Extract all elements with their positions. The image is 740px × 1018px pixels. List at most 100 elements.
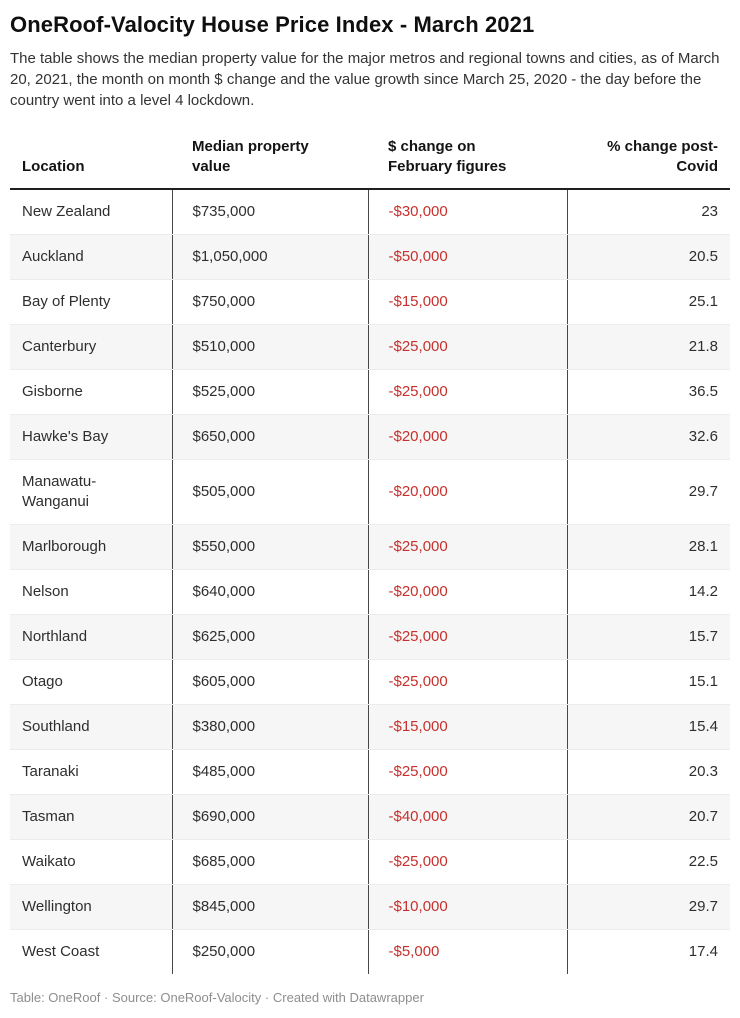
location-cell: Marlborough xyxy=(10,524,172,570)
percent-change-cell: 15.4 xyxy=(566,704,730,750)
dollar-change-cell: -$50,000 xyxy=(367,234,567,280)
table-row: Wellington $845,000 -$10,000 29.7 xyxy=(10,884,730,930)
location-cell: Wellington xyxy=(10,884,172,930)
column-header-median-value: Median property value xyxy=(172,137,368,190)
percent-change-cell: 36.5 xyxy=(566,369,730,415)
location-cell: West Coast xyxy=(22,943,100,960)
location-cell: Manawatu-Wanganui xyxy=(10,459,172,525)
percent-change-cell: 28.1 xyxy=(566,524,730,570)
dollar-change-cell: -$5,000 xyxy=(367,929,567,974)
table-row: West Coast $250,000 -$5,000 17.4 xyxy=(10,929,730,974)
column-header-percent-change: % change post-Covid xyxy=(567,137,730,190)
table-row: Tasman $690,000 -$40,000 20.7 xyxy=(10,794,730,840)
percent-change-cell: 21.8 xyxy=(566,324,730,370)
table-row: Marlborough $550,000 -$25,000 28.1 xyxy=(10,524,730,570)
median-value-cell: $735,000 xyxy=(171,189,368,235)
column-header-location: Location xyxy=(10,137,172,190)
dollar-change-cell: -$20,000 xyxy=(367,459,567,525)
dollar-change-cell: -$25,000 xyxy=(367,524,567,570)
chart-footer: Table: OneRoof · Source: OneRoof-Valocit… xyxy=(10,990,730,1005)
percent-change-cell: 20.5 xyxy=(566,234,730,280)
median-value-cell: $550,000 xyxy=(171,524,368,570)
location-cell: Bay of Plenty xyxy=(10,279,172,325)
median-value-cell: $485,000 xyxy=(171,749,368,795)
location-cell: Otago xyxy=(10,659,172,705)
created-with-datawrapper-link[interactable]: Created with Datawrapper xyxy=(272,990,424,1005)
percent-change-cell: 22.5 xyxy=(566,839,730,885)
location-cell: Tasman xyxy=(10,794,172,840)
location-cell: Gisborne xyxy=(10,369,172,415)
median-value-cell: $380,000 xyxy=(171,704,368,750)
location-cell: Southland xyxy=(10,704,172,750)
dollar-change-cell: -$25,000 xyxy=(367,369,567,415)
table-credit: Table: OneRoof xyxy=(10,990,101,1005)
table-row: Southland $380,000 -$15,000 15.4 xyxy=(10,704,730,750)
column-header-median-value-label: Median property value xyxy=(192,138,309,175)
location-cell: Canterbury xyxy=(10,324,172,370)
location-cell: Taranaki xyxy=(10,749,172,795)
percent-change-cell: 25.1 xyxy=(566,279,730,325)
dollar-change-cell: -$20,000 xyxy=(367,414,567,460)
location-cell: Northland xyxy=(10,614,172,660)
percent-change-cell: 15.7 xyxy=(566,614,730,660)
median-value-cell: $1,050,000 xyxy=(171,234,368,280)
median-value-cell: $650,000 xyxy=(171,414,368,460)
location-cell: Hawke's Bay xyxy=(10,414,172,460)
percent-change-cell: 14.2 xyxy=(566,569,730,615)
footer-separator: · xyxy=(264,990,270,1005)
median-value-cell: $525,000 xyxy=(171,369,368,415)
source-credit: Source: OneRoof-Valocity xyxy=(111,990,262,1005)
location-cell: Auckland xyxy=(10,234,172,280)
percent-change-cell: 20.3 xyxy=(566,749,730,795)
percent-change-cell: 29.7 xyxy=(566,459,730,525)
dollar-change-cell: -$25,000 xyxy=(367,659,567,705)
location-cell: New Zealand xyxy=(10,189,172,235)
dollar-change-cell: -$15,000 xyxy=(367,704,567,750)
table-row: Manawatu-Wanganui $505,000 -$20,000 29.7 xyxy=(10,459,730,525)
location-cell: Waikato xyxy=(10,839,172,885)
percent-change-cell: 15.1 xyxy=(566,659,730,705)
percent-change-cell: 23 xyxy=(566,189,730,235)
median-value-cell: $685,000 xyxy=(171,839,368,885)
median-value-cell: $505,000 xyxy=(171,459,368,525)
table-row: Gisborne $525,000 -$25,000 36.5 xyxy=(10,369,730,415)
table-row: Northland $625,000 -$25,000 15.7 xyxy=(10,614,730,660)
dollar-change-cell: -$15,000 xyxy=(367,279,567,325)
table-body: New Zealand $735,000 -$30,000 23 Auckland $1,… xyxy=(10,189,730,974)
median-value-cell: $845,000 xyxy=(171,884,368,930)
table-row: Otago $605,000 -$25,000 15.1 xyxy=(10,659,730,705)
median-value-cell: $510,000 xyxy=(171,324,368,370)
median-value-cell: $750,000 xyxy=(171,279,368,325)
table-row: Waikato $685,000 -$25,000 22.5 xyxy=(10,839,730,885)
table-row: Canterbury $510,000 -$25,000 21.8 xyxy=(10,324,730,370)
percent-change-cell: 20.7 xyxy=(566,794,730,840)
chart-description: The table shows the median property valu… xyxy=(10,50,720,109)
table-row: Nelson $640,000 -$20,000 14.2 xyxy=(10,569,730,615)
percent-change-cell: 29.7 xyxy=(566,884,730,930)
dollar-change-cell: -$25,000 xyxy=(367,324,567,370)
table-header: Location Median property value $ change … xyxy=(10,137,730,190)
table-row: Auckland $1,050,000 -$50,000 20.5 xyxy=(10,234,730,280)
column-header-dollar-change: $ change on February figures xyxy=(368,137,567,190)
dollar-change-cell: -$25,000 xyxy=(367,839,567,885)
median-value-cell: $605,000 xyxy=(171,659,368,705)
dollar-change-cell: -$40,000 xyxy=(367,794,567,840)
percent-change-cell: 17.4 xyxy=(566,929,730,974)
column-header-percent-change-label: % change post-Covid xyxy=(607,138,718,175)
median-value-cell: $640,000 xyxy=(171,569,368,615)
dollar-change-cell: -$25,000 xyxy=(367,749,567,795)
column-header-dollar-change-label: $ change on February figures xyxy=(388,138,507,175)
chart-title: OneRoof-Valocity House Price Index - Mar… xyxy=(10,12,535,37)
table-row: New Zealand $735,000 -$30,000 23 xyxy=(10,189,730,235)
median-value-cell: $625,000 xyxy=(171,614,368,660)
table-row: Taranaki $485,000 -$25,000 20.3 xyxy=(10,749,730,795)
dollar-change-cell: -$10,000 xyxy=(367,884,567,930)
median-value-cell: $690,000 xyxy=(171,794,368,840)
data-table: Location Median property value $ change … xyxy=(10,137,730,974)
dollar-change-cell: -$25,000 xyxy=(367,614,567,660)
median-value-cell: $250,000 xyxy=(171,929,368,974)
location-cell: Nelson xyxy=(10,569,172,615)
table-row: Bay of Plenty $750,000 -$15,000 25.1 xyxy=(10,279,730,325)
footer-separator: · xyxy=(103,990,109,1005)
